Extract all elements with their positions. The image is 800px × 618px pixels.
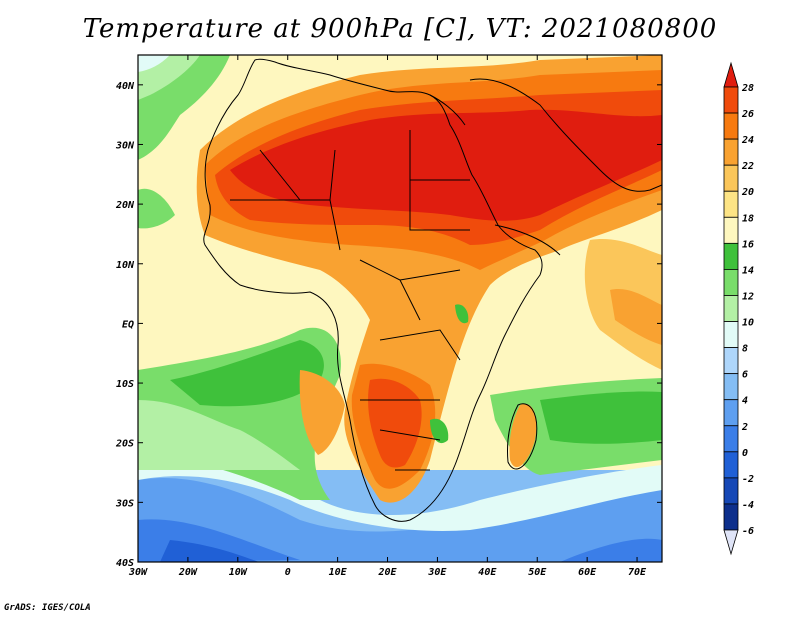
temperature-field bbox=[138, 55, 662, 562]
colorbar-bottom-arrow bbox=[723, 529, 739, 556]
colorbar-label: 16 bbox=[742, 239, 754, 250]
colorbar-label: 2 bbox=[741, 422, 748, 433]
colorbar-box bbox=[723, 321, 739, 348]
lon-tick-label: 10E bbox=[329, 567, 348, 578]
colorbar-label: 22 bbox=[741, 161, 754, 172]
colorbar-label: 6 bbox=[742, 370, 748, 381]
lat-tick-label: 40N bbox=[116, 81, 135, 92]
lon-tick-label: 70E bbox=[628, 567, 647, 578]
colorbar-box bbox=[723, 295, 739, 322]
colorbar-box bbox=[723, 373, 739, 401]
colorbar-box bbox=[723, 425, 739, 453]
colorbar-box bbox=[723, 216, 739, 244]
colorbar-label: 10 bbox=[742, 318, 754, 329]
lon-tick-label: 50E bbox=[528, 567, 547, 578]
lon-tick-label: 60E bbox=[578, 567, 597, 578]
colorbar-box bbox=[723, 242, 739, 270]
colorbar-box bbox=[723, 451, 739, 479]
colorbar-label: -2 bbox=[742, 474, 754, 485]
credit-label: GrADS: IGES/COLA bbox=[4, 603, 91, 613]
colorbar-box bbox=[723, 112, 739, 140]
colorbar-label: -6 bbox=[742, 526, 754, 537]
lon-tick-label: 0 bbox=[285, 567, 291, 578]
lat-tick-label: 20S bbox=[115, 439, 134, 450]
colorbar-label: 26 bbox=[741, 109, 754, 120]
colorbar-label: 28 bbox=[741, 83, 754, 94]
lat-tick-label: 10S bbox=[116, 379, 134, 390]
lat-tick-label: EQ bbox=[122, 319, 134, 330]
colorbar-label: -4 bbox=[742, 500, 754, 511]
colorbar-box bbox=[723, 503, 739, 531]
colorbar-box bbox=[723, 477, 739, 505]
lon-tick-label: 20E bbox=[377, 567, 397, 578]
lon-tick-label: 30E bbox=[427, 567, 447, 578]
coastline bbox=[203, 58, 662, 522]
colorbar-label: 4 bbox=[742, 396, 748, 407]
lon-tick-label: 10W bbox=[229, 567, 248, 578]
colorbar-box bbox=[723, 164, 739, 192]
colorbar-box bbox=[723, 399, 739, 427]
colorbar-box bbox=[723, 190, 739, 218]
colorbar-box bbox=[723, 138, 739, 166]
lon-tick-label: 20W bbox=[178, 567, 198, 578]
colorbar-label: 8 bbox=[742, 344, 748, 355]
lat-tick-label: 20N bbox=[115, 200, 135, 211]
lat-tick-label: 10N bbox=[116, 260, 135, 271]
lat-tick-label: 30S bbox=[115, 498, 134, 509]
colorbar-label: 20 bbox=[741, 187, 754, 198]
map-title: Temperature at 900hPa [C], VT: 202108080… bbox=[82, 14, 718, 44]
colorbar-label: 12 bbox=[742, 291, 754, 302]
colorbar-box bbox=[723, 269, 739, 296]
colorbar-box bbox=[723, 86, 739, 114]
lat-tick-label: 30N bbox=[115, 140, 135, 151]
colorbar-box bbox=[723, 347, 739, 375]
longitude-axis: 30W 20W 10W 0 10E 20E 30E 40E 50E 60E 70E bbox=[128, 55, 647, 578]
lon-tick-label: 30W bbox=[128, 567, 148, 578]
colorbar-label: 14 bbox=[742, 265, 754, 276]
colorbar-label: 18 bbox=[742, 213, 754, 224]
colorbar-top-arrow bbox=[723, 61, 739, 88]
colorbar-label: 0 bbox=[742, 448, 748, 459]
lon-tick-label: 40E bbox=[478, 567, 497, 578]
lat-tick-label: 40S bbox=[116, 558, 134, 569]
latitude-axis: 40N 30N 20N 10N EQ 10S 20S 30S 40S bbox=[115, 81, 662, 569]
colorbar-label: 24 bbox=[741, 135, 754, 146]
plot-frame bbox=[137, 54, 663, 563]
